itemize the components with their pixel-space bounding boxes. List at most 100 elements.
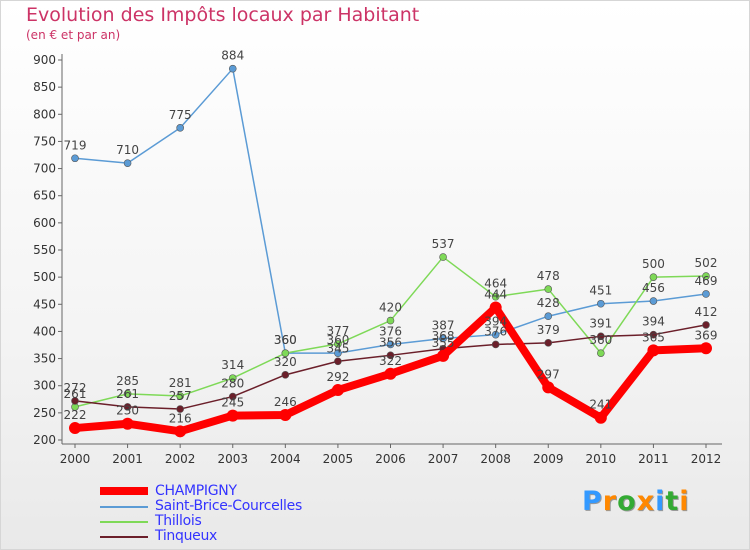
data-point-thillois: [176, 392, 184, 400]
data-point-tinqueux: [491, 340, 500, 349]
legend-swatch-saint-brice-courcelles: [100, 506, 148, 508]
data-label-champigny: 322: [379, 354, 402, 368]
data-point-thillois: [597, 349, 605, 357]
data-point-thillois: [123, 390, 132, 398]
data-point-saint-brice-courcelles: [597, 299, 605, 308]
legend-label-thillois: Thillois: [155, 513, 202, 529]
data-label-champigny: 222: [64, 408, 87, 422]
x-tick-label: 2003: [217, 452, 248, 466]
data-label-thillois: 420: [379, 301, 402, 315]
data-point-saint-brice-courcelles: [544, 312, 553, 321]
data-label-thillois: 537: [432, 237, 455, 251]
x-tick-label: 2004: [270, 452, 301, 466]
y-tick-label: 400: [33, 324, 56, 338]
y-tick-label: 850: [33, 80, 56, 94]
data-point-tinqueux: [71, 397, 79, 405]
data-point-thillois: [544, 285, 553, 293]
x-tick-label: 2007: [428, 452, 459, 466]
data-point-champigny: [331, 384, 344, 397]
x-tick-label: 2010: [586, 452, 617, 466]
data-label-saint-brice-courcelles: 360: [326, 333, 349, 347]
y-tick-label: 200: [33, 433, 56, 447]
data-label-thillois: 360: [274, 333, 297, 347]
data-label-champigny: 444: [484, 288, 507, 302]
y-tick-label: 800: [33, 107, 56, 121]
y-tick-label: 900: [33, 53, 56, 67]
data-point-champigny: [174, 425, 187, 438]
y-tick-label: 350: [33, 352, 56, 366]
x-tick-label: 2011: [638, 452, 669, 466]
data-point-champigny: [489, 301, 502, 314]
data-label-saint-brice-courcelles: 394: [484, 315, 507, 329]
data-label-tinqueux: 368: [432, 329, 455, 343]
data-point-saint-brice-courcelles: [123, 159, 132, 167]
data-point-champigny: [69, 422, 81, 435]
data-point-champigny: [226, 409, 239, 422]
data-label-tinqueux: 391: [589, 316, 612, 330]
data-label-tinqueux: 257: [169, 389, 192, 403]
data-label-tinqueux: 345: [326, 341, 349, 355]
data-label-saint-brice-courcelles: 360: [274, 333, 297, 347]
data-point-saint-brice-courcelles: [702, 290, 710, 298]
data-label-champigny: 292: [326, 370, 349, 384]
data-label-champigny: 297: [537, 367, 560, 381]
y-tick-label: 600: [33, 216, 56, 230]
data-label-saint-brice-courcelles: 376: [379, 324, 402, 338]
data-point-thillois: [334, 340, 342, 348]
data-point-thillois: [281, 349, 290, 357]
data-label-champigny: 241: [589, 398, 612, 412]
data-point-thillois: [228, 374, 237, 382]
data-label-tinqueux: 379: [537, 323, 560, 337]
data-label-saint-brice-courcelles: 451: [589, 284, 612, 298]
data-label-thillois: 281: [169, 376, 192, 390]
data-point-champigny: [437, 349, 450, 362]
x-tick-label: 2008: [480, 452, 511, 466]
data-point-tinqueux: [334, 357, 342, 366]
data-label-thillois: 478: [537, 269, 560, 283]
data-point-thillois: [702, 272, 710, 280]
x-tick-label: 2012: [691, 452, 722, 466]
data-point-thillois: [439, 253, 447, 261]
data-point-saint-brice-courcelles: [176, 124, 184, 132]
x-tick-label: 2002: [165, 452, 196, 466]
y-tick-label: 650: [33, 189, 56, 203]
data-label-champigny: 246: [274, 395, 297, 409]
data-label-thillois: 464: [484, 277, 507, 291]
data-label-saint-brice-courcelles: 428: [537, 296, 560, 310]
y-tick-label: 250: [33, 406, 56, 420]
data-point-champigny: [542, 381, 555, 394]
data-label-saint-brice-courcelles: 469: [695, 274, 718, 288]
data-label-saint-brice-courcelles: 456: [642, 281, 665, 295]
data-label-champigny: 365: [642, 330, 665, 344]
data-label-thillois: 502: [695, 256, 718, 270]
data-label-saint-brice-courcelles: 710: [116, 143, 139, 157]
data-label-tinqueux: 356: [379, 335, 402, 349]
y-tick-label: 300: [33, 379, 56, 393]
chart-title: Evolution des Impôts locaux par Habitant: [26, 4, 420, 26]
legend-swatch-thillois: [100, 521, 148, 523]
data-point-champigny: [594, 411, 607, 424]
data-point-thillois: [386, 316, 395, 325]
data-point-tinqueux: [281, 371, 290, 379]
legend-swatch-champigny: [100, 487, 148, 495]
data-point-tinqueux: [386, 351, 395, 360]
x-tick-label: 2000: [60, 452, 91, 466]
chart-subtitle: (en € et par an): [26, 28, 121, 42]
y-tick-label: 550: [33, 243, 56, 257]
data-point-tinqueux: [176, 405, 184, 413]
data-point-saint-brice-courcelles: [439, 334, 447, 343]
data-point-tinqueux: [544, 339, 553, 347]
data-label-thillois: 360: [589, 333, 612, 347]
data-point-tinqueux: [597, 332, 605, 341]
x-tick-label: 2001: [112, 452, 143, 466]
y-tick-label: 700: [33, 162, 56, 176]
data-label-saint-brice-courcelles: 719: [64, 138, 87, 152]
data-point-saint-brice-courcelles: [649, 297, 658, 305]
data-point-thillois: [491, 292, 500, 301]
data-label-tinqueux: 320: [274, 355, 297, 369]
data-point-champigny: [384, 367, 397, 380]
data-label-champigny: 355: [432, 336, 455, 350]
data-label-tinqueux: 272: [64, 381, 87, 395]
data-label-champigny: 245: [221, 396, 244, 410]
